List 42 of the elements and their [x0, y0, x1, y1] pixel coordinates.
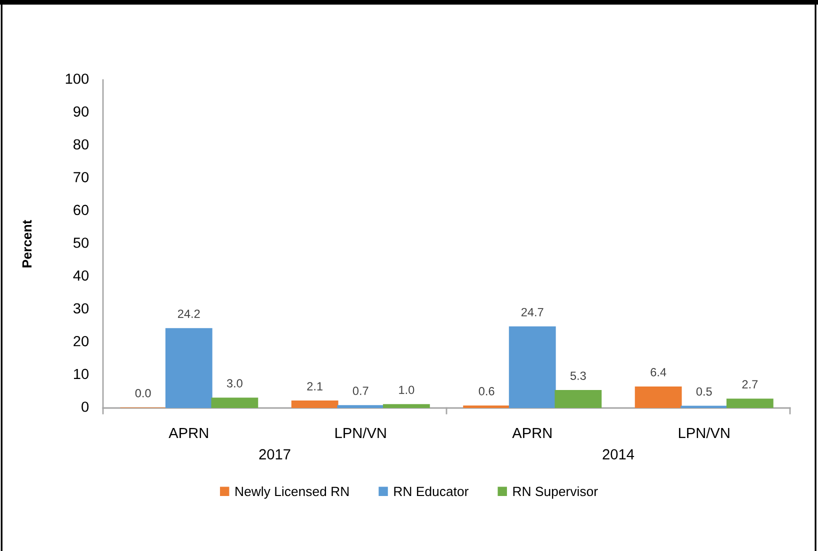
y-tick-label: 60 [74, 204, 89, 216]
bar [554, 390, 602, 408]
data-label: 0.6 [478, 387, 494, 396]
data-label: 5.3 [570, 372, 586, 380]
y-tick-label: 90 [74, 106, 89, 117]
data-label: 2.7 [742, 380, 758, 388]
x-tick-label: LPN/VN [335, 427, 386, 438]
data-label: 6.4 [650, 368, 666, 376]
text: 2017 [259, 449, 290, 460]
bar [508, 326, 556, 408]
bar [726, 398, 774, 408]
legend-label: Newly Licensed RN [236, 486, 349, 499]
text: 2014 [602, 449, 634, 460]
y-tick-label: 20 [74, 336, 89, 346]
y-axis-title: Percent [22, 220, 32, 268]
y-tick-label: 80 [74, 139, 89, 150]
bar [337, 405, 384, 408]
bar [211, 398, 258, 408]
data-label: 3.0 [226, 379, 242, 388]
data-label: 2.1 [307, 382, 322, 390]
legend-label: RN Educator [394, 486, 468, 496]
bar [634, 386, 682, 408]
y-tick-label: 40 [73, 270, 89, 281]
x-tick-label: APRN [512, 428, 552, 438]
y-tick-label: 0 [82, 402, 89, 412]
data-label: 24.2 [178, 310, 200, 318]
x-tick-label: APRN [168, 428, 208, 438]
data-label: 0.0 [135, 388, 151, 398]
y-tick-label: 30 [73, 303, 89, 314]
x-tick-label: LPN/VN [678, 427, 730, 438]
data-label: 1.0 [399, 386, 414, 394]
data-label: 0.5 [696, 387, 712, 396]
y-tick-label: 100 [66, 74, 89, 84]
y-tick-label: 50 [73, 238, 89, 248]
legend-label: RN Supervisor [513, 486, 598, 499]
bar [291, 400, 338, 408]
data-label: 0.7 [352, 386, 368, 396]
bar [165, 328, 212, 408]
y-tick-label: 70 [74, 172, 89, 182]
bar [382, 404, 430, 408]
y-tick-label: 10 [74, 368, 89, 380]
data-label: 24.7 [521, 308, 544, 316]
